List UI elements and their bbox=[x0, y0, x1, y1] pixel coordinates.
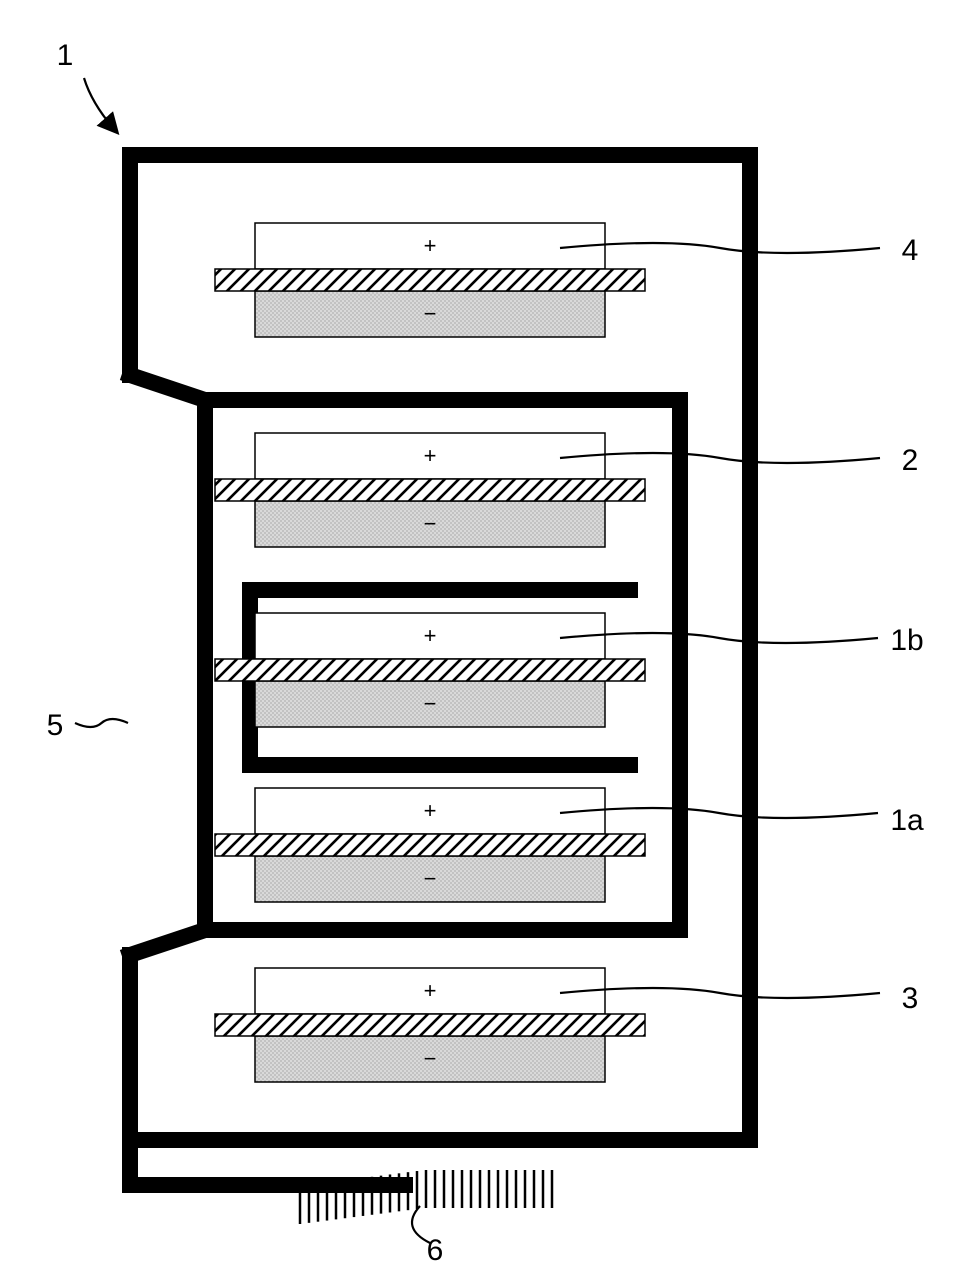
cell1b: +− bbox=[215, 613, 645, 727]
cell3: +− bbox=[215, 968, 645, 1082]
minus-symbol: − bbox=[424, 866, 437, 891]
plus-symbol: + bbox=[424, 623, 437, 648]
separator-layer bbox=[215, 479, 645, 501]
mid-to-outer bbox=[130, 930, 205, 955]
outer-to-mid bbox=[130, 375, 205, 400]
leader-3 bbox=[560, 988, 880, 998]
label-2: 2 bbox=[902, 444, 919, 477]
label-1: 1 bbox=[57, 39, 74, 72]
minus-symbol: − bbox=[424, 691, 437, 716]
leader-1a bbox=[560, 808, 878, 818]
leader-4 bbox=[560, 243, 880, 253]
leader-2 bbox=[560, 453, 880, 463]
separator-layer bbox=[215, 269, 645, 291]
leader-1 bbox=[84, 78, 115, 130]
minus-symbol: − bbox=[424, 1046, 437, 1071]
leader-5 bbox=[75, 719, 128, 727]
cell4: +− bbox=[215, 223, 645, 337]
plus-symbol: + bbox=[424, 798, 437, 823]
diagram-root: +−+−+−+−+− 1421b1a356 bbox=[0, 0, 955, 1271]
plus-symbol: + bbox=[424, 978, 437, 1003]
separator-layer bbox=[215, 659, 645, 681]
minus-symbol: − bbox=[424, 301, 437, 326]
separator-layer bbox=[215, 834, 645, 856]
label-1b: 1b bbox=[890, 624, 923, 657]
cell1a: +− bbox=[215, 788, 645, 902]
label-6: 6 bbox=[427, 1234, 444, 1267]
label-4: 4 bbox=[902, 234, 919, 267]
cell2: +− bbox=[215, 433, 645, 547]
electrode-cells: +−+−+−+−+− bbox=[215, 223, 645, 1082]
minus-symbol: − bbox=[424, 511, 437, 536]
plus-symbol: + bbox=[424, 443, 437, 468]
label-5: 5 bbox=[47, 709, 64, 742]
plus-symbol: + bbox=[424, 233, 437, 258]
label-1a: 1a bbox=[890, 804, 924, 837]
label-3: 3 bbox=[902, 982, 919, 1015]
separator-layer bbox=[215, 1014, 645, 1036]
leader-1b bbox=[560, 633, 878, 643]
